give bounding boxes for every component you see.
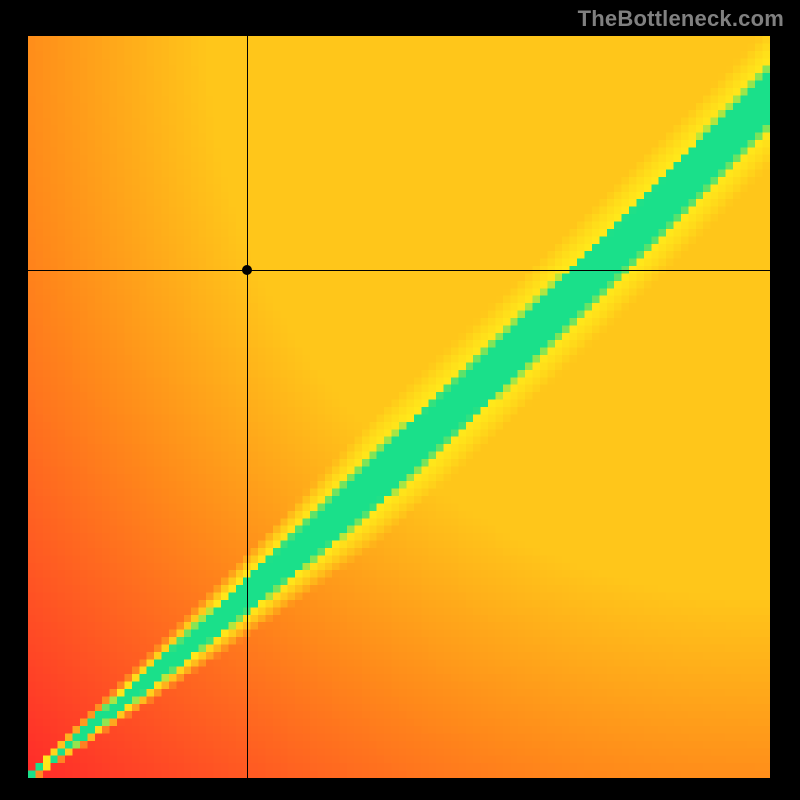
crosshair-horizontal — [28, 270, 770, 271]
crosshair-marker — [242, 265, 252, 275]
watermark-text: TheBottleneck.com — [578, 6, 784, 32]
chart-container: TheBottleneck.com — [0, 0, 800, 800]
heatmap-canvas — [28, 36, 770, 778]
heatmap-plot — [28, 36, 770, 778]
crosshair-vertical — [247, 36, 248, 778]
